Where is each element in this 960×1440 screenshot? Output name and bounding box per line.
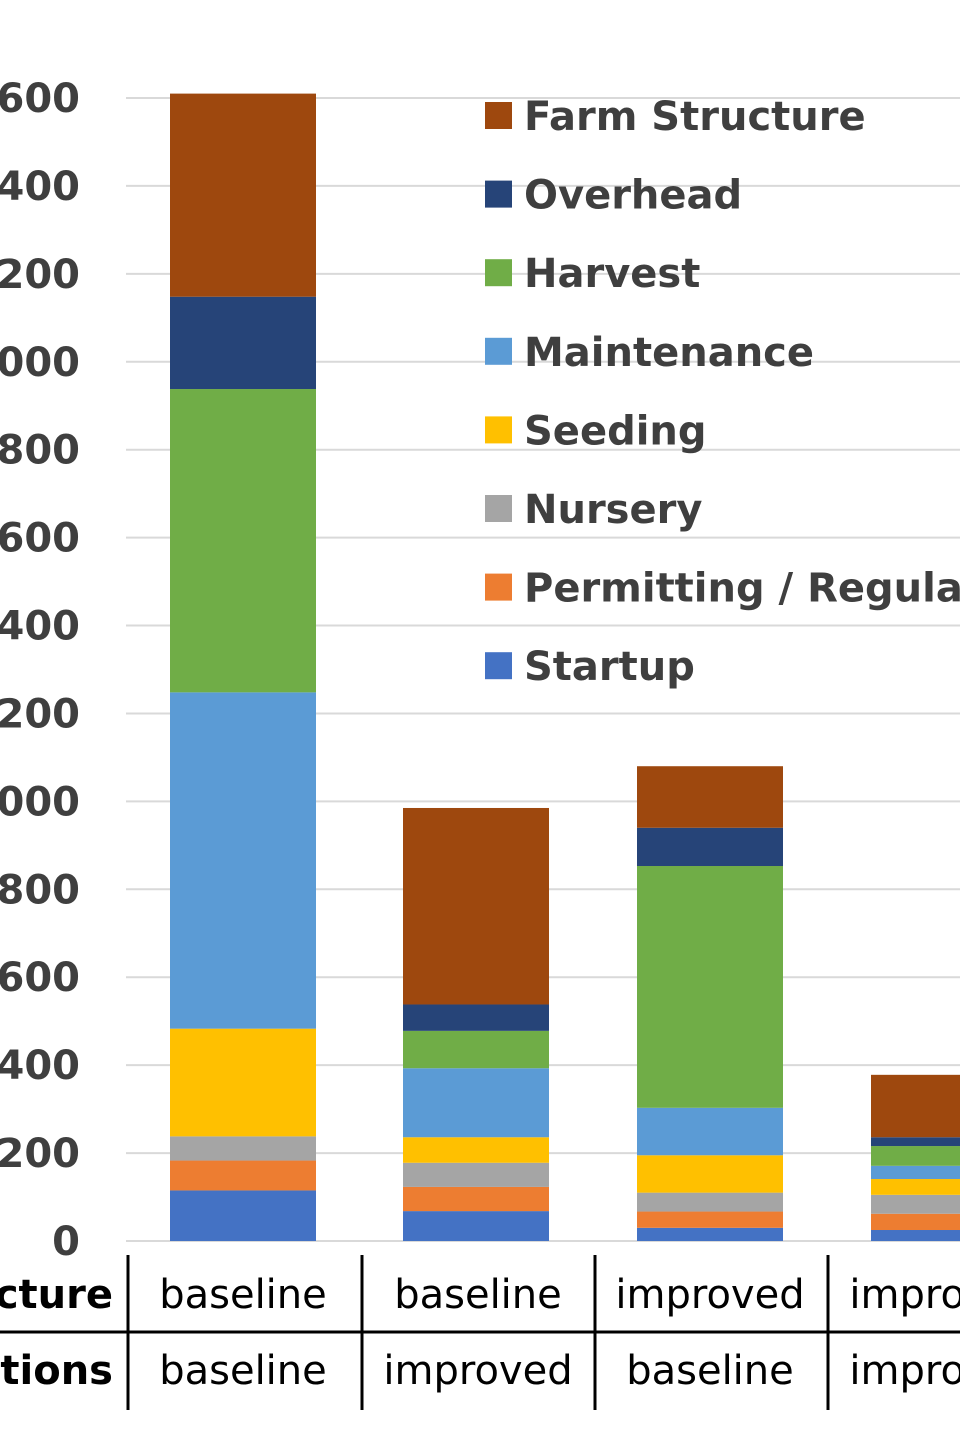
category-tick-label: baseline (159, 1348, 327, 1394)
legend-entry: Farm Structure (524, 94, 866, 140)
legend-swatch (485, 416, 512, 444)
category-row-label: Structure (0, 1272, 113, 1318)
bar-segment-seeding-4 (871, 1179, 960, 1195)
legend-entry: Overhead (524, 173, 742, 219)
bar-segment-maintenance-2 (403, 1068, 549, 1138)
bar-segment-harvest-3 (637, 866, 783, 1108)
category-table: Structure baseline baseline improved improve… (0, 1255, 960, 1410)
bar-segment-seeding-1 (170, 1028, 316, 1137)
y-tick-label: 2000 (0, 340, 80, 386)
y-tick-label: 2200 (0, 252, 80, 298)
bar-segment-farm-structure-3 (637, 766, 783, 828)
category-row-label: Operations (0, 1348, 113, 1394)
bar-segment-harvest-2 (403, 1030, 549, 1069)
y-tick-label: 2400 (0, 164, 80, 210)
bar-segment-maintenance-1 (170, 692, 316, 1029)
category-tick-label: improved (383, 1348, 572, 1394)
y-tick-label: 200 (0, 1131, 80, 1177)
y-tick-label: 1000 (0, 779, 80, 825)
bar-segment-farm-structure-2 (403, 807, 549, 1005)
bar-segment-seeding-2 (403, 1137, 549, 1163)
bar-segment-permitting-regulatory-1 (170, 1160, 316, 1191)
legend-entry: Maintenance (524, 330, 814, 376)
bar-segment-seeding-3 (637, 1155, 783, 1193)
legend-swatch (485, 573, 512, 601)
legend-entry: Permitting / Regulatory (524, 566, 960, 612)
y-tick-label: 2600 (0, 76, 80, 122)
y-tick-label: 0 (52, 1219, 80, 1265)
legend-entry: Seeding (524, 408, 707, 454)
legend-swatch (485, 180, 512, 208)
bar-segment-startup-2 (403, 1211, 549, 1241)
y-tick-label: 800 (0, 867, 80, 913)
bar-segment-nursery-4 (871, 1194, 960, 1214)
y-tick-label: 1600 (0, 516, 80, 562)
bar-segment-maintenance-4 (871, 1165, 960, 1180)
bar-segment-nursery-2 (403, 1162, 549, 1187)
legend-swatch (485, 495, 512, 522)
y-tick-label: 400 (0, 1043, 80, 1089)
bar-segment-overhead-1 (170, 296, 316, 390)
bars (170, 93, 960, 1241)
bar-segment-permitting-regulatory-2 (403, 1186, 549, 1212)
legend-swatch (485, 337, 512, 365)
legend-swatch (485, 102, 512, 129)
y-tick-label: 1400 (0, 604, 80, 650)
y-tick-label: 1200 (0, 691, 80, 737)
category-tick-label: baseline (159, 1272, 327, 1318)
bar-segment-overhead-4 (871, 1137, 960, 1147)
category-tick-label: improved (849, 1348, 960, 1394)
bar-segment-nursery-1 (170, 1136, 316, 1161)
legend-swatch (485, 652, 512, 680)
category-tick-label: improved (849, 1272, 960, 1318)
legend: Farm Structure Overhead Harvest Maintenance… (485, 94, 960, 690)
category-tick-label: baseline (394, 1272, 562, 1318)
bar-segment-startup-1 (170, 1190, 316, 1241)
bar-segment-farm-structure-4 (871, 1074, 960, 1138)
bar-segment-nursery-3 (637, 1192, 783, 1212)
bar-segment-overhead-3 (637, 827, 783, 867)
category-tick-label: improved (615, 1272, 804, 1318)
bar-segment-startup-4 (871, 1230, 960, 1241)
legend-entry: Nursery (524, 487, 702, 533)
y-axis: 0 200 400 600 800 1000 1200 1400 1600 1800 2000 220… (0, 76, 80, 1265)
bar-segment-maintenance-3 (637, 1107, 783, 1156)
legend-swatch (485, 259, 512, 287)
bar-segment-overhead-2 (403, 1004, 549, 1031)
bar-segment-harvest-1 (170, 389, 316, 693)
bar-segment-permitting-regulatory-3 (637, 1211, 783, 1228)
legend-entry: Startup (524, 644, 695, 690)
legend-entry: Harvest (524, 251, 700, 297)
y-tick-label: 600 (0, 955, 80, 1001)
bar-segment-harvest-4 (871, 1146, 960, 1166)
category-tick-label: baseline (626, 1348, 794, 1394)
y-tick-label: 1800 (0, 428, 80, 474)
bar-segment-farm-structure-1 (170, 93, 316, 297)
bar-segment-permitting-regulatory-4 (871, 1213, 960, 1231)
bar-segment-startup-3 (637, 1227, 783, 1241)
